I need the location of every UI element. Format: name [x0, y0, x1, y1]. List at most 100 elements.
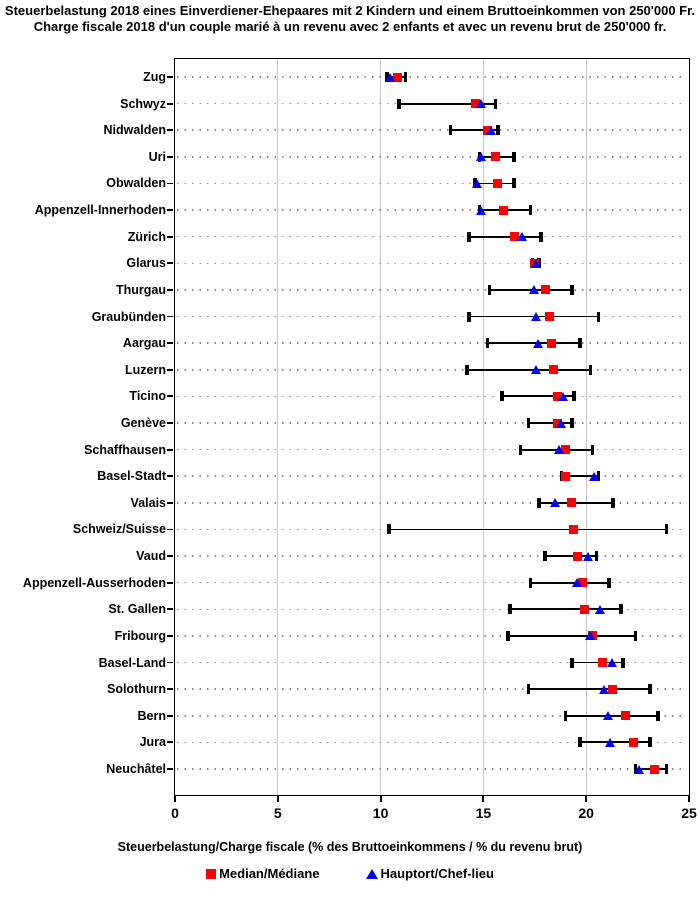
- hauptort-triangle-icon: [605, 737, 616, 747]
- legend-label-hauptort: Hauptort/Chef-lieu: [380, 866, 494, 881]
- legend: Median/Médiane Hauptort/Chef-lieu: [0, 866, 700, 881]
- canton-label: Ticino: [129, 389, 166, 404]
- row-dotted-line: [177, 714, 687, 717]
- row-dotted-line: [177, 342, 687, 344]
- x-axis-tick-label: 0: [171, 805, 179, 821]
- y-axis-tick: [167, 422, 173, 424]
- y-axis-tick: [167, 528, 173, 531]
- hauptort-triangle-icon: [486, 125, 497, 135]
- row-dotted-line: [177, 741, 687, 744]
- range-line: [528, 422, 572, 424]
- canton-label: Appenzell-Innerhoden: [34, 203, 166, 218]
- vertical-gridline: [380, 59, 382, 795]
- hauptort-triangle-icon: [471, 178, 482, 188]
- canton-label: Basel-Stadt: [97, 469, 166, 484]
- hauptort-marker: [531, 365, 542, 375]
- hauptort-triangle-icon: [475, 99, 486, 109]
- range-line: [399, 102, 496, 105]
- canton-label: Vaud: [136, 549, 166, 564]
- range-line: [501, 395, 574, 398]
- y-axis-tick: [167, 608, 173, 611]
- canton-label: Schwyz: [120, 96, 166, 111]
- legend-label-median: Median/Médiane: [219, 866, 320, 881]
- hauptort-triangle-icon: [553, 445, 564, 455]
- hauptort-triangle-icon: [531, 365, 542, 375]
- y-axis-tick: [167, 661, 173, 664]
- range-min-cap: [526, 418, 531, 428]
- range-min-cap: [506, 630, 510, 641]
- median-marker: [567, 498, 577, 508]
- range-max-cap: [588, 364, 593, 375]
- range-max-cap: [648, 737, 652, 748]
- x-axis-tick-label: 10: [372, 805, 389, 821]
- x-axis-tick: [482, 795, 485, 802]
- range-min-cap: [465, 364, 469, 375]
- y-axis-tick: [167, 315, 173, 318]
- range-max-cap: [664, 524, 669, 535]
- median-marker: [620, 711, 630, 721]
- range-max-cap: [496, 125, 500, 136]
- canton-label: Bern: [137, 708, 166, 723]
- row-dotted-line: [177, 448, 687, 451]
- canton-label: Nidwalden: [103, 123, 166, 138]
- range-min-cap: [537, 497, 541, 508]
- hauptort-triangle-icon: [516, 232, 527, 242]
- hauptort-marker: [475, 205, 486, 215]
- range-max-cap: [607, 577, 611, 588]
- median-marker: [499, 205, 509, 215]
- hauptort-marker: [607, 658, 618, 668]
- median-marker: [649, 764, 659, 774]
- y-axis-tick: [167, 635, 173, 637]
- legend-item-hauptort: Hauptort/Chef-lieu: [365, 866, 494, 881]
- range-line: [561, 475, 599, 478]
- y-axis-tick: [167, 501, 173, 504]
- chart-title-fr: Charge fiscale 2018 d'un couple marié à …: [33, 19, 667, 34]
- row-dotted-line: [177, 315, 687, 318]
- row-dotted-line: [177, 661, 687, 664]
- canton-label: Jura: [139, 735, 166, 750]
- row-dotted-line: [177, 182, 687, 185]
- canton-label: Fribourg: [114, 628, 166, 643]
- hauptort-marker: [556, 418, 567, 428]
- range-min-cap: [526, 684, 531, 695]
- hauptort-marker: [385, 72, 396, 82]
- median-marker: [598, 658, 608, 668]
- range-min-cap: [448, 125, 453, 136]
- legend-item-median: Median/Médiane: [206, 866, 320, 881]
- range-min-cap: [500, 391, 504, 402]
- hauptort-marker: [572, 578, 583, 588]
- y-axis-tick: [167, 741, 173, 744]
- median-marker: [573, 551, 583, 561]
- median-marker: [548, 365, 558, 375]
- chart-title: Steuerbelastung 2018 eines Einverdiener-…: [0, 3, 700, 35]
- median-marker: [628, 737, 638, 747]
- y-axis-tick: [167, 289, 173, 291]
- canton-label: Aargau: [122, 336, 166, 351]
- vertical-gridline: [277, 59, 279, 795]
- hauptort-marker: [471, 178, 482, 188]
- range-max-cap: [578, 338, 582, 349]
- hauptort-triangle-icon: [533, 338, 544, 348]
- x-axis-tick-label: 5: [273, 805, 282, 821]
- y-axis-tick: [167, 714, 173, 717]
- range-max-cap: [512, 151, 516, 162]
- median-marker: [546, 338, 556, 348]
- hauptort-triangle-icon: [475, 152, 486, 162]
- y-axis-tick: [167, 262, 173, 265]
- hauptort-triangle-icon: [365, 868, 378, 879]
- range-max-cap: [403, 72, 408, 82]
- x-axis-tick: [174, 795, 176, 802]
- row-dotted-line: [177, 608, 687, 611]
- median-square-icon: [206, 868, 217, 879]
- y-axis-tick: [167, 581, 173, 584]
- hauptort-marker: [531, 258, 542, 268]
- hauptort-triangle-icon: [599, 684, 610, 694]
- x-axis-tick-label: 15: [475, 805, 492, 821]
- range-line: [530, 581, 609, 584]
- range-min-cap: [543, 551, 547, 562]
- y-axis-tick: [167, 342, 173, 345]
- row-dotted-line: [177, 688, 687, 690]
- range-max-cap: [621, 657, 625, 668]
- y-axis-tick: [167, 555, 173, 557]
- range-max-cap: [493, 98, 498, 109]
